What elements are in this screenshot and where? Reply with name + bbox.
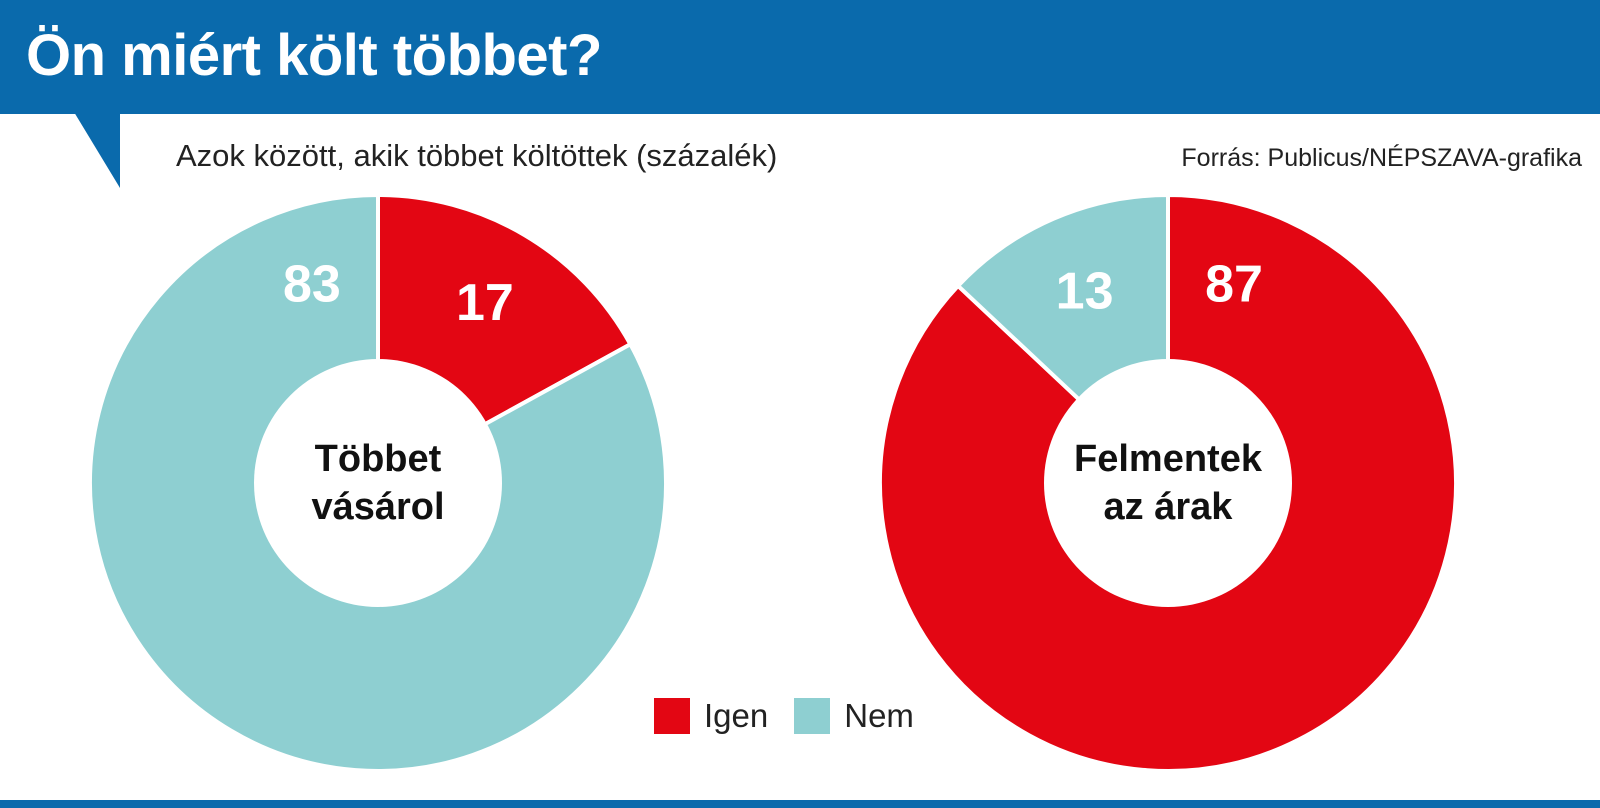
chart-title: Ön miért költ többet? — [26, 23, 602, 88]
value-label-felmentek-az-arak-nem: 13 — [1056, 262, 1114, 320]
donut-hole-tobbet-vasarol — [254, 359, 502, 607]
chart-subtitle: Azok között, akik többet költöttek (száz… — [176, 138, 778, 173]
legend-swatch-igen — [654, 698, 690, 734]
legend: Igen Nem — [654, 697, 940, 735]
center-label-tobbet-vasarol-line1: Többet — [315, 438, 442, 480]
donut-hole-felmentek-az-arak — [1044, 359, 1292, 607]
source-credit: Forrás: Publicus/NÉPSZAVA-grafika — [1181, 144, 1582, 172]
center-label-felmentek-az-arak-line1: Felmentek — [1074, 438, 1263, 480]
bottom-rule — [0, 800, 1600, 808]
header-bar — [0, 0, 1600, 114]
value-label-felmentek-az-arak-igen: 87 — [1205, 256, 1263, 314]
center-label-tobbet-vasarol-line2: vásárol — [311, 486, 444, 528]
value-label-tobbet-vasarol-nem: 83 — [283, 256, 341, 314]
header-callout-tail — [74, 112, 120, 188]
legend-label-igen: Igen — [704, 697, 769, 734]
legend-item-nem: Nem — [794, 697, 914, 735]
value-label-tobbet-vasarol-igen: 17 — [456, 274, 514, 332]
legend-swatch-nem — [794, 698, 831, 734]
legend-label-nem: Nem — [844, 697, 914, 734]
legend-item-igen: Igen — [654, 697, 768, 735]
center-label-felmentek-az-arak-line2: az árak — [1104, 486, 1234, 528]
